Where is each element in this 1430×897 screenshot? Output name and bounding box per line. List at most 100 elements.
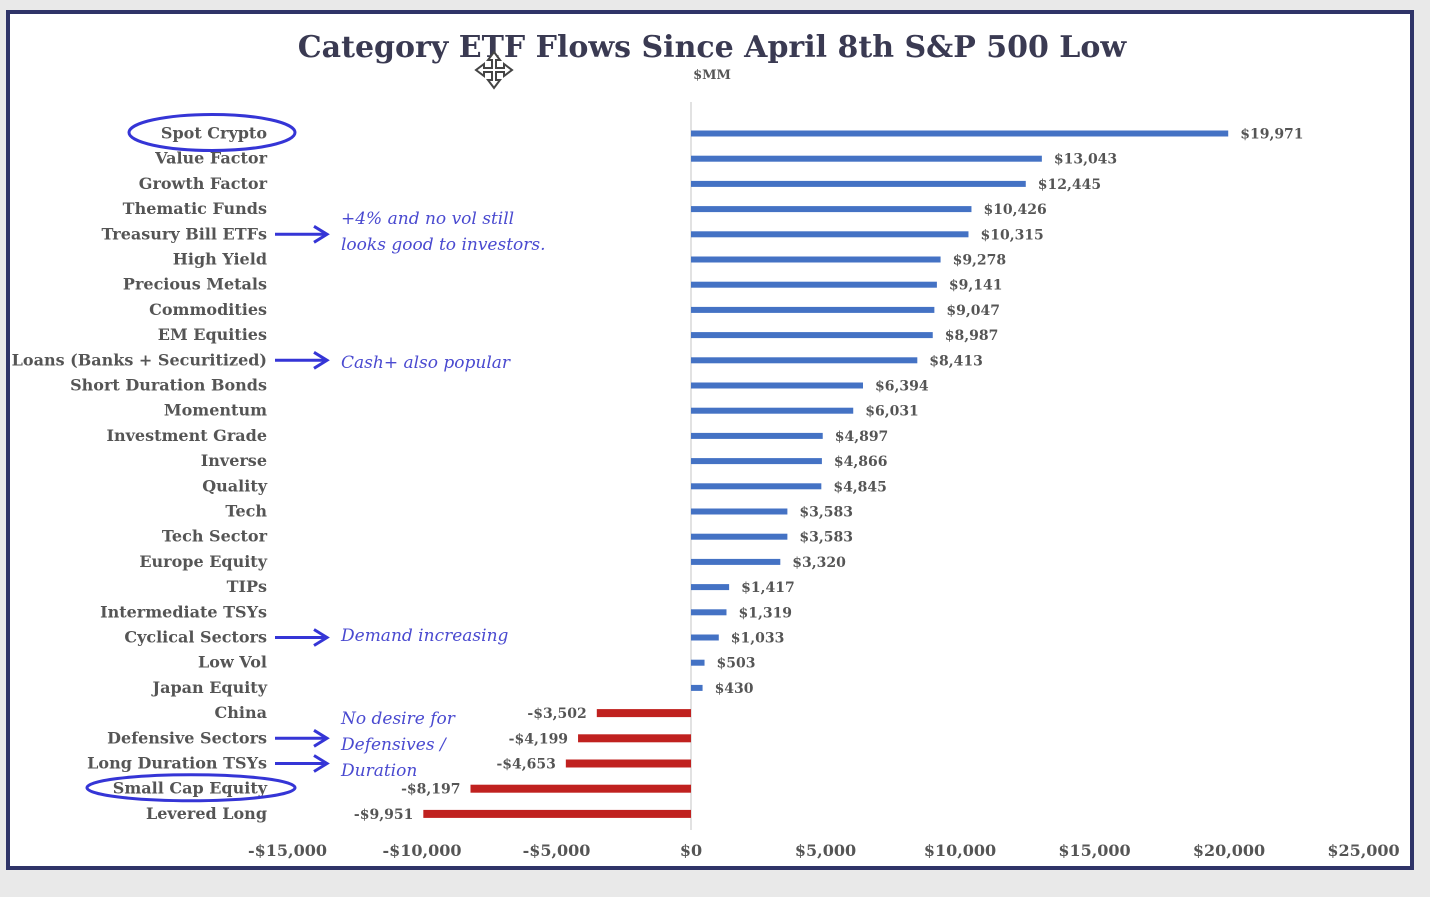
value-label: $3,583 (799, 505, 853, 521)
highlight-circle (85, 773, 297, 803)
value-label: $19,971 (1240, 127, 1303, 143)
annotation-arrow-icon (275, 754, 330, 773)
bar (578, 734, 691, 743)
value-label: $10,315 (980, 227, 1043, 243)
annotation-text: Demand increasing (340, 626, 509, 646)
category-label: Tech (225, 502, 267, 521)
category-label: Quality (202, 476, 267, 495)
category-label: Tech Sector (162, 527, 268, 546)
category-label: Low Vol (198, 653, 267, 672)
annotation-arrow-icon (275, 628, 330, 647)
value-label: $1,319 (738, 605, 792, 621)
bar (691, 306, 935, 313)
bar (691, 231, 969, 238)
category-label: Growth Factor (139, 174, 268, 193)
value-label: -$4,653 (496, 757, 555, 773)
annotation-arrow-icon (275, 225, 330, 244)
bar (691, 206, 972, 213)
value-label: $12,445 (1038, 177, 1101, 193)
bar (691, 533, 788, 540)
bar (596, 709, 691, 718)
annotation-text: +4% and no vol still (341, 209, 514, 229)
category-label: Long Duration TSYs (87, 754, 267, 773)
x-tick-label: $10,000 (924, 841, 996, 860)
bar (423, 809, 691, 818)
value-label: $9,278 (953, 253, 1007, 269)
category-label: Loans (Banks + Securitized) (12, 350, 267, 369)
x-tick-label: -$10,000 (382, 841, 461, 860)
x-tick-label: $15,000 (1058, 841, 1130, 860)
value-label: $13,043 (1054, 152, 1117, 168)
value-label: $9,047 (946, 303, 1000, 319)
x-tick-label: $20,000 (1193, 841, 1265, 860)
value-label: $1,033 (731, 631, 785, 647)
annotation-arrow-icon (275, 729, 330, 748)
category-label: Precious Metals (123, 275, 267, 294)
value-label: $430 (715, 681, 754, 697)
category-label: Small Cap Equity (113, 779, 268, 798)
x-tick-label: -$5,000 (523, 841, 591, 860)
bar (470, 784, 691, 793)
highlight-circle (127, 113, 297, 152)
bar (691, 659, 705, 666)
category-label: Momentum (164, 401, 267, 420)
bar (691, 609, 727, 616)
bar (691, 634, 719, 641)
value-label: $6,394 (875, 379, 929, 395)
value-label: $8,987 (945, 328, 999, 344)
value-label: $9,141 (949, 278, 1003, 294)
annotation-text: No desire for (340, 709, 456, 729)
value-label: $8,413 (929, 353, 983, 369)
category-label: Short Duration Bonds (70, 376, 267, 395)
category-label: TIPs (227, 577, 267, 596)
category-label: China (215, 703, 267, 722)
x-tick-label: $5,000 (795, 841, 856, 860)
bar (565, 759, 691, 768)
value-label: $4,866 (834, 454, 888, 470)
chart-subtitle: $MM (693, 68, 731, 83)
category-label: Spot Crypto (161, 124, 267, 143)
x-tick-label: $25,000 (1327, 841, 1399, 860)
category-label: Treasury Bill ETFs (102, 224, 267, 243)
category-label: Thematic Funds (123, 199, 267, 218)
value-label: -$9,951 (354, 807, 413, 823)
bar (691, 483, 822, 490)
bar (691, 332, 933, 339)
value-label: -$8,197 (401, 782, 460, 798)
bar (691, 508, 788, 515)
annotation-text: looks good to investors. (341, 235, 546, 255)
value-label: $1,417 (741, 580, 795, 596)
category-label: High Yield (173, 250, 267, 269)
bar (691, 130, 1229, 137)
bar (691, 357, 918, 364)
value-label: -$3,502 (527, 706, 586, 722)
category-label: Investment Grade (106, 426, 267, 445)
bar (691, 281, 937, 288)
category-label: Intermediate TSYs (100, 602, 267, 621)
annotation-text: Duration (340, 761, 417, 781)
bar (691, 382, 863, 389)
bar (691, 180, 1026, 187)
value-label: $10,426 (983, 202, 1046, 218)
x-tick-label: -$15,000 (248, 841, 327, 860)
value-label: $6,031 (865, 404, 919, 420)
x-tick-label: $0 (680, 841, 702, 860)
move-cursor-icon (474, 50, 514, 90)
category-label: Inverse (201, 451, 267, 470)
category-label: Value Factor (154, 149, 267, 168)
category-label: Levered Long (146, 804, 267, 823)
bar (691, 584, 730, 591)
bar (691, 256, 941, 263)
value-label: $4,897 (835, 429, 889, 445)
value-label: $3,583 (799, 530, 853, 546)
bar (691, 558, 781, 565)
value-label: $4,845 (833, 479, 887, 495)
chart-title: Category ETF Flows Since April 8th S&P 5… (298, 30, 1128, 65)
bar (691, 432, 823, 439)
bar (691, 684, 703, 691)
category-label: Defensive Sectors (107, 728, 267, 747)
value-label: $3,320 (792, 555, 846, 571)
bar (691, 155, 1042, 162)
bar (691, 458, 822, 465)
category-label: EM Equities (158, 325, 267, 344)
